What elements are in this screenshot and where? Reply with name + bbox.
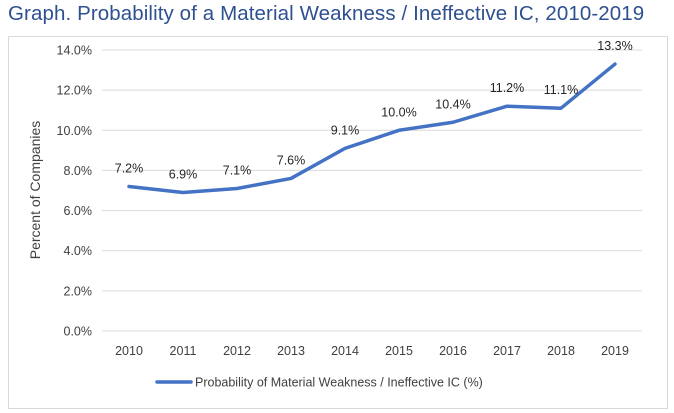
y-tick-label: 0.0% xyxy=(64,325,93,339)
chart-title: Graph. Probability of a Material Weaknes… xyxy=(8,2,645,25)
legend: Probability of Material Weakness / Ineff… xyxy=(155,376,483,390)
x-tick-label: 2014 xyxy=(331,344,359,358)
series-lines xyxy=(127,62,617,195)
y-axis-title: Percent of Companies xyxy=(27,121,43,260)
x-tick-label: 2016 xyxy=(439,344,467,358)
data-label: 6.9% xyxy=(169,168,198,182)
x-tick-label: 2015 xyxy=(385,344,413,358)
x-tick-label: 2017 xyxy=(493,344,521,358)
y-axis-ticks: 0.0% 2.0% 4.0% 6.0% 8.0% 10.0% 12.0% 14.0% xyxy=(57,44,92,339)
x-tick-label: 2010 xyxy=(115,344,143,358)
data-label: 10.4% xyxy=(435,97,470,111)
y-tick-label: 6.0% xyxy=(64,204,93,218)
data-label: 13.3% xyxy=(597,39,632,53)
y-tick-label: 8.0% xyxy=(64,164,93,178)
x-tick-label: 2012 xyxy=(223,344,251,358)
x-tick-label: 2013 xyxy=(277,344,305,358)
data-labels: 7.2% 6.9% 7.1% 7.6% 9.1% 10.0% 10.4% 11.2% 11.1%… xyxy=(115,39,633,181)
gridlines xyxy=(102,49,642,332)
y-tick-label: 14.0% xyxy=(57,44,92,58)
legend-label: Probability of Material Weakness / Ineff… xyxy=(195,376,483,390)
y-tick-label: 2.0% xyxy=(64,284,93,298)
x-tick-label: 2018 xyxy=(547,344,575,358)
data-label: 7.1% xyxy=(223,163,252,177)
data-label: 11.1% xyxy=(544,83,579,97)
y-tick-label: 12.0% xyxy=(57,84,92,98)
data-label: 7.2% xyxy=(115,161,144,175)
y-tick-label: 10.0% xyxy=(57,124,92,138)
data-label: 9.1% xyxy=(331,123,360,137)
data-label: 7.6% xyxy=(277,153,306,167)
x-axis-ticks: 2010 2011 2012 2013 2014 2015 2016 2017 2018 2019 xyxy=(115,344,629,358)
y-tick-label: 4.0% xyxy=(64,244,93,258)
data-label: 11.2% xyxy=(490,81,525,95)
series-line xyxy=(127,62,617,195)
x-tick-label: 2011 xyxy=(170,344,197,358)
data-label: 10.0% xyxy=(381,105,416,119)
x-tick-label: 2019 xyxy=(601,344,629,358)
chart-frame xyxy=(8,36,668,409)
